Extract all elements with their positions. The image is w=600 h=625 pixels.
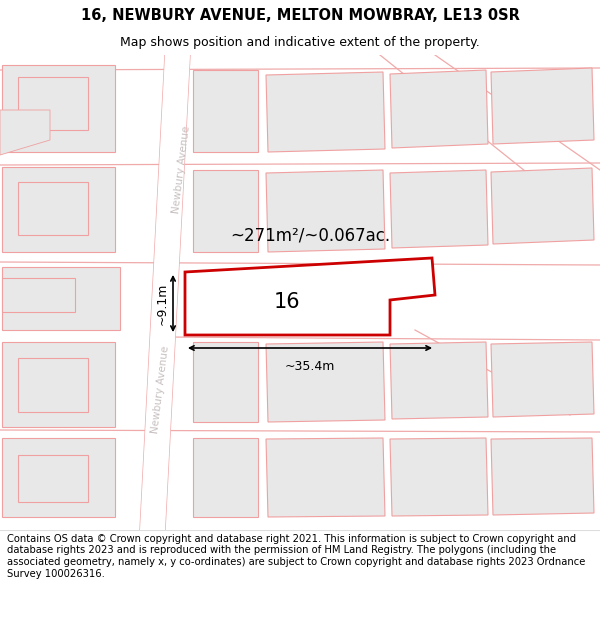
Text: 16: 16 [274, 292, 301, 312]
Polygon shape [266, 72, 385, 152]
Polygon shape [18, 358, 88, 412]
Text: Newbury Avenue: Newbury Avenue [170, 126, 191, 214]
Text: Newbury Avenue: Newbury Avenue [149, 346, 170, 434]
Polygon shape [2, 267, 120, 330]
Polygon shape [18, 455, 88, 502]
Polygon shape [2, 65, 115, 152]
Polygon shape [390, 438, 488, 516]
Text: ~35.4m: ~35.4m [285, 360, 335, 373]
Text: Contains OS data © Crown copyright and database right 2021. This information is : Contains OS data © Crown copyright and d… [7, 534, 586, 579]
Polygon shape [390, 170, 488, 248]
Polygon shape [185, 258, 435, 335]
Polygon shape [0, 110, 50, 155]
Polygon shape [266, 170, 385, 252]
Polygon shape [266, 438, 385, 517]
Polygon shape [193, 170, 258, 252]
Polygon shape [2, 438, 115, 517]
Polygon shape [140, 55, 190, 530]
Polygon shape [193, 438, 258, 517]
Polygon shape [491, 168, 594, 244]
Text: Map shows position and indicative extent of the property.: Map shows position and indicative extent… [120, 36, 480, 49]
Polygon shape [193, 70, 258, 152]
Polygon shape [491, 438, 594, 515]
Polygon shape [2, 167, 115, 252]
Polygon shape [18, 77, 88, 130]
Text: ~271m²/~0.067ac.: ~271m²/~0.067ac. [230, 226, 390, 244]
Polygon shape [491, 342, 594, 417]
Polygon shape [2, 278, 75, 312]
Polygon shape [390, 342, 488, 419]
Text: 16, NEWBURY AVENUE, MELTON MOWBRAY, LE13 0SR: 16, NEWBURY AVENUE, MELTON MOWBRAY, LE13… [80, 8, 520, 23]
Polygon shape [266, 342, 385, 422]
Polygon shape [18, 182, 88, 235]
Text: ~9.1m: ~9.1m [156, 282, 169, 325]
Polygon shape [491, 68, 594, 144]
Polygon shape [2, 342, 115, 427]
Polygon shape [390, 70, 488, 148]
Polygon shape [193, 342, 258, 422]
